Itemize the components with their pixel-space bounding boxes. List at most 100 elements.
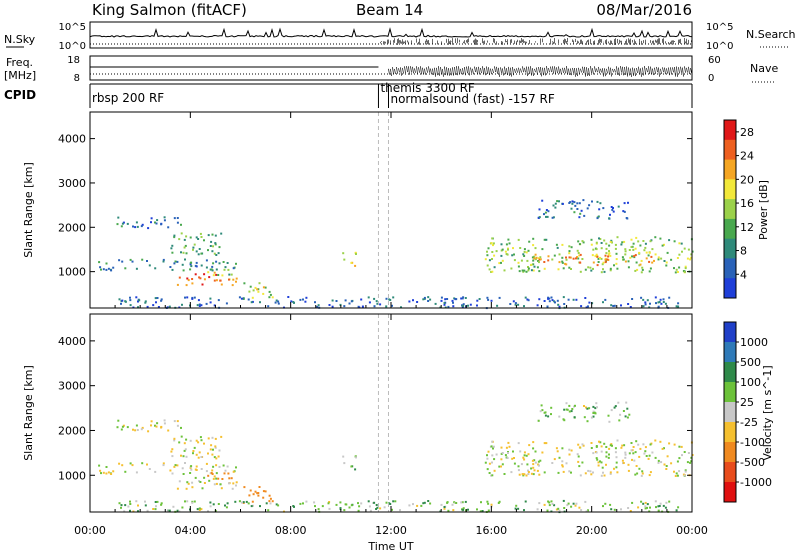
velocity-cell <box>218 465 221 468</box>
power-cell <box>354 264 357 267</box>
power-cell <box>350 261 353 264</box>
power-cell <box>447 305 450 308</box>
velocity-cell <box>354 468 357 471</box>
velocity-cell <box>610 409 613 412</box>
freq-dense-trace <box>538 67 540 73</box>
power-cell <box>609 213 611 216</box>
power-cell <box>562 267 565 270</box>
power-cell <box>543 261 546 263</box>
velocity-cell <box>619 413 622 416</box>
freq-dense-trace <box>632 67 634 76</box>
velocity-cell <box>264 490 267 493</box>
power-cell <box>176 283 179 286</box>
power-cell <box>683 270 686 273</box>
power-cell <box>599 202 602 205</box>
power-cell <box>588 204 591 207</box>
velocity-cell <box>375 504 378 506</box>
velocity-cell <box>508 445 511 448</box>
power-cell <box>659 237 662 240</box>
power-cell <box>527 299 530 302</box>
velocity-cell <box>234 500 237 503</box>
velocity-cell <box>184 462 186 464</box>
freq-dense-trace <box>570 68 572 76</box>
velocity-cell <box>605 446 608 448</box>
velocity-cell <box>550 500 553 503</box>
velocity-cell <box>676 474 679 477</box>
velocity-cell <box>126 426 129 429</box>
power-cell <box>498 296 501 299</box>
velocity-cell <box>211 436 214 439</box>
velocity-cell <box>132 428 134 431</box>
velocity-cell <box>548 504 551 507</box>
power-cell <box>622 210 625 213</box>
velocity-cell <box>140 428 143 431</box>
freq-dense-trace <box>410 66 412 73</box>
power-cell <box>495 250 498 253</box>
velocity-cell <box>486 500 489 503</box>
power-cell <box>507 248 509 251</box>
power-cell <box>461 306 464 309</box>
velocity-cell <box>603 474 606 477</box>
power-cell <box>185 284 188 287</box>
velocity-cell <box>317 508 320 511</box>
power-cell <box>635 236 638 239</box>
velocity-cell <box>220 435 223 438</box>
power-cell <box>192 246 195 249</box>
velocity-cell <box>600 474 603 477</box>
velocity-cell <box>196 508 199 511</box>
power-cell <box>579 270 582 273</box>
velocity-cell <box>527 471 530 473</box>
power-cell <box>135 296 138 299</box>
velocity-cell <box>681 454 683 457</box>
velocity-cell <box>169 469 172 472</box>
power-cell <box>611 208 614 211</box>
freq-dense-trace <box>544 67 546 76</box>
velocity-cell <box>203 482 206 484</box>
power-cell <box>523 250 526 253</box>
power-cell <box>252 289 255 292</box>
power-cell <box>628 249 631 251</box>
velocity-cell <box>517 465 520 468</box>
velocity-cell <box>420 504 423 507</box>
freq-dense-trace <box>390 68 392 77</box>
velocity-cell <box>223 472 226 475</box>
power-cell <box>154 221 156 224</box>
power-cell <box>537 260 540 262</box>
power-cell <box>195 236 198 239</box>
freq-dense-trace <box>420 66 422 75</box>
velocity-cell <box>232 482 235 485</box>
velocity-cell <box>228 482 230 485</box>
power-cell <box>654 236 657 239</box>
velocity-cell <box>135 471 138 474</box>
velocity-cell <box>171 455 174 458</box>
power-cell <box>533 265 536 268</box>
velocity-cell <box>654 456 657 459</box>
velocity-cell <box>541 409 544 412</box>
power-region <box>530 251 655 267</box>
power-cell <box>623 210 626 213</box>
power-cell <box>539 256 542 259</box>
power-cell <box>514 302 517 305</box>
freq-dense-trace <box>686 67 688 73</box>
velocity-cell <box>257 492 260 494</box>
power-cell <box>209 245 212 247</box>
velocity-cell <box>123 510 126 513</box>
freq-dense-trace <box>462 68 464 75</box>
power-cell <box>673 240 676 243</box>
velocity-cell <box>141 426 144 429</box>
power-region <box>207 268 233 277</box>
freq-dense-trace <box>448 67 450 76</box>
power-cell <box>590 238 593 241</box>
freq-dense-trace <box>534 68 536 73</box>
power-cell <box>565 256 567 259</box>
power-cell <box>563 303 566 305</box>
power-cell <box>210 240 213 243</box>
velocity-cell <box>595 445 598 447</box>
velocity-cell <box>212 448 214 451</box>
power-cell <box>102 268 105 271</box>
velocity-cell <box>512 450 514 453</box>
power-cell <box>527 266 529 268</box>
power-cell <box>676 257 679 259</box>
power-cell <box>154 267 157 270</box>
power-cell <box>627 303 630 305</box>
